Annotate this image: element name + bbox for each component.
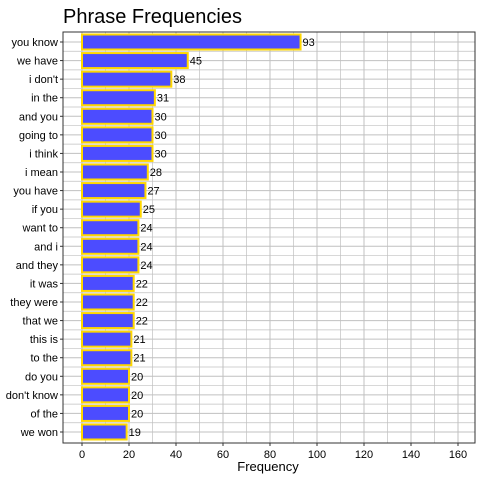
x-tick-label: 140 <box>402 449 420 461</box>
x-tick-label: 160 <box>449 449 467 461</box>
data-label: 31 <box>157 93 169 105</box>
y-tick-label: they were <box>10 297 58 309</box>
data-label: 21 <box>133 334 145 346</box>
data-label: 30 <box>155 148 167 160</box>
data-label: 22 <box>136 316 148 328</box>
y-tick-label: you know <box>12 37 59 49</box>
bar <box>81 367 130 385</box>
y-tick-label: if you <box>32 204 58 216</box>
bar <box>81 163 149 181</box>
bar <box>81 52 189 70</box>
data-label: 19 <box>129 427 141 439</box>
bar <box>81 386 130 404</box>
bar <box>81 256 140 274</box>
data-label: 21 <box>133 353 145 365</box>
bar <box>81 274 135 292</box>
y-tick-label: to the <box>30 353 58 365</box>
x-tick-label: 0 <box>79 449 85 461</box>
x-axis-ticks: 0 20 40 60 80 100 120 140 160 <box>79 443 467 461</box>
bar <box>81 144 154 162</box>
bar <box>81 330 133 348</box>
y-tick-label: and they <box>16 260 59 272</box>
chart-title: Phrase Frequencies <box>63 6 242 28</box>
bar <box>81 237 140 255</box>
x-tick-label: 20 <box>123 449 135 461</box>
data-label: 22 <box>136 297 148 309</box>
bar <box>81 293 135 311</box>
data-label: 20 <box>131 371 143 383</box>
data-label: 20 <box>131 390 143 402</box>
bar <box>81 423 128 441</box>
data-label: 45 <box>190 56 202 68</box>
y-tick-label: do you <box>25 371 58 383</box>
x-tick-label: 40 <box>170 449 182 461</box>
y-tick-label: want to <box>22 223 58 235</box>
y-tick-label: it was <box>30 278 59 290</box>
data-label: 30 <box>155 111 167 123</box>
y-tick-label: we won <box>20 427 58 439</box>
y-tick-label: i mean <box>25 167 58 179</box>
x-tick-label: 120 <box>355 449 373 461</box>
y-tick-label: you have <box>13 186 58 198</box>
y-tick-label: i don't <box>29 74 58 86</box>
data-label: 24 <box>140 223 152 235</box>
data-label: 25 <box>143 204 155 216</box>
data-label: 24 <box>140 241 152 253</box>
x-tick-label: 60 <box>217 449 229 461</box>
bar <box>81 89 156 107</box>
y-tick-label: that we <box>23 316 58 328</box>
bar <box>81 107 154 125</box>
y-tick-label: i think <box>29 148 58 160</box>
x-tick-label: 80 <box>264 449 276 461</box>
bar <box>81 312 135 330</box>
data-label: 20 <box>131 408 143 420</box>
y-axis-ticks: you know we have i don't in the and you going… <box>6 37 63 439</box>
bar <box>81 349 133 367</box>
data-label: 30 <box>155 130 167 142</box>
bar <box>81 33 302 51</box>
y-tick-label: of the <box>30 408 58 420</box>
data-label: 24 <box>140 260 152 272</box>
bar <box>81 126 154 144</box>
bar <box>81 404 130 422</box>
y-tick-label: going to <box>19 130 58 142</box>
y-tick-label: this is <box>30 334 59 346</box>
data-label: 28 <box>150 167 162 179</box>
x-tick-label: 100 <box>308 449 326 461</box>
bar <box>81 200 142 218</box>
bar <box>81 182 147 200</box>
x-axis-title: Frequency <box>237 459 299 474</box>
y-tick-label: in the <box>31 93 58 105</box>
bars: 93 45 38 31 30 30 30 28 27 25 24 24 24 22 22 22 21 21 20 20… <box>81 33 315 441</box>
data-label: 27 <box>147 186 159 198</box>
panel-border <box>62 31 476 444</box>
y-tick-label: we have <box>16 56 58 68</box>
bar <box>81 70 173 88</box>
y-tick-label: and i <box>34 241 58 253</box>
y-tick-label: don't know <box>6 390 58 402</box>
data-label: 93 <box>303 37 315 49</box>
data-label: 22 <box>136 278 148 290</box>
data-label: 38 <box>173 74 185 86</box>
bar <box>81 219 140 237</box>
y-tick-label: and you <box>19 111 58 123</box>
